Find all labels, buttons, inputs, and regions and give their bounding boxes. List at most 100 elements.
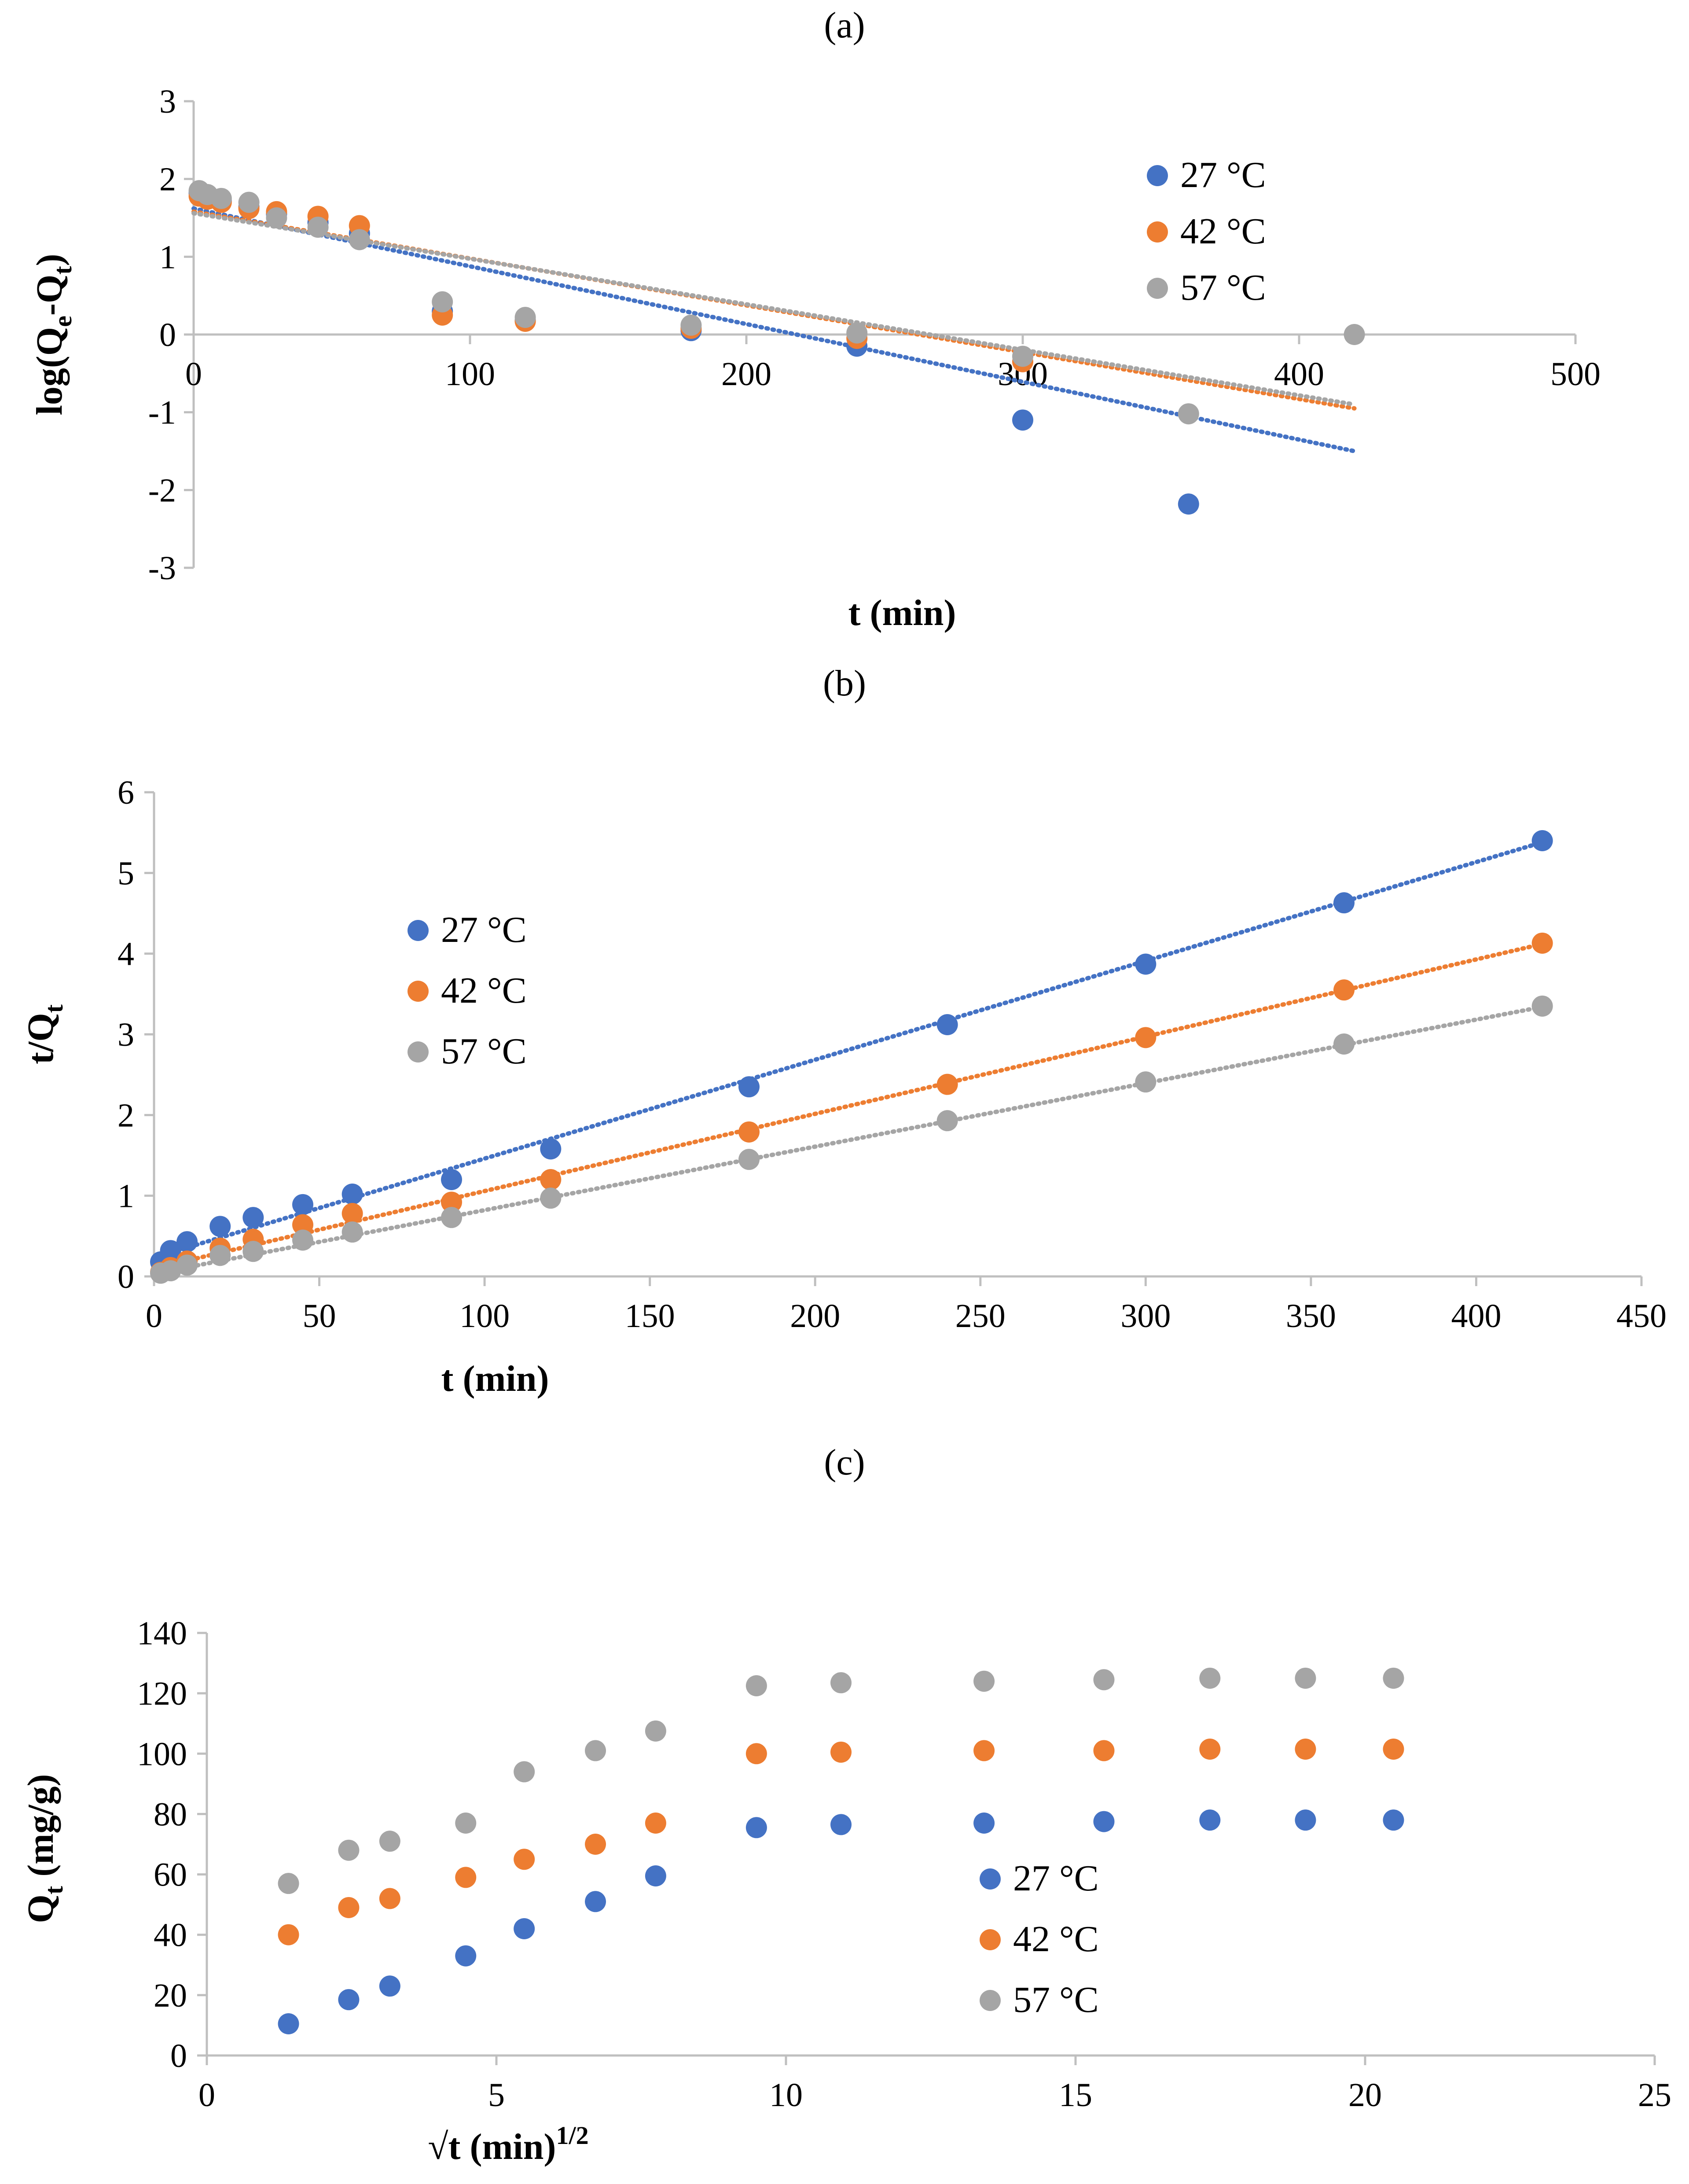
data-point: [278, 1873, 299, 1894]
trendline: [191, 206, 1357, 453]
data-point: [307, 217, 329, 238]
y-tick-label: 5: [117, 855, 134, 892]
y-tick-label: 2: [117, 1097, 134, 1134]
data-point: [585, 1834, 606, 1855]
x-tick-label: 150: [625, 1298, 675, 1335]
data-point: [1093, 1740, 1115, 1761]
data-point: [1295, 1667, 1316, 1689]
data-point: [341, 1184, 363, 1205]
x-tick-label: 100: [459, 1298, 510, 1335]
x-tick-label: 10: [769, 2077, 803, 2114]
data-point: [455, 1867, 477, 1888]
data-point: [846, 322, 868, 344]
x-tick-label: 200: [790, 1298, 840, 1335]
data-point: [1199, 1667, 1221, 1689]
data-point: [973, 1740, 995, 1761]
x-axis-title: √t (min)1/2: [428, 2121, 588, 2167]
x-tick-label: 5: [488, 2077, 505, 2114]
data-point: [441, 1191, 462, 1213]
x-tick-label: 400: [1274, 356, 1324, 393]
data-point: [379, 1888, 400, 1909]
legend-marker: [980, 1868, 1001, 1890]
x-tick-label: 25: [1638, 2077, 1671, 2114]
x-tick-label: 100: [445, 356, 495, 393]
x-tick-label: 400: [1451, 1298, 1501, 1335]
data-point: [349, 229, 370, 250]
y-tick-label: 0: [159, 316, 176, 353]
series-c-1: [278, 1739, 1404, 1945]
data-point: [1531, 995, 1553, 1017]
legend-label: 27 °C: [1013, 1858, 1099, 1899]
trendline: [191, 211, 1357, 407]
y-tick-label: 120: [137, 1675, 187, 1712]
data-point: [160, 1240, 181, 1261]
trendline: [158, 840, 1545, 1258]
data-point: [738, 1121, 760, 1143]
data-point: [1135, 953, 1157, 975]
data-point: [540, 1138, 562, 1160]
trendline: [158, 941, 1545, 1269]
data-point: [338, 1897, 360, 1918]
data-point: [1178, 403, 1199, 425]
data-point: [738, 1149, 760, 1170]
y-tick-label: -1: [148, 394, 176, 431]
legend-label: 27 °C: [1180, 154, 1266, 195]
y-tick-label: 6: [117, 774, 134, 811]
legend-marker: [980, 1929, 1001, 1950]
data-point: [1333, 979, 1355, 1001]
y-tick-label: 100: [137, 1735, 187, 1772]
x-axis-title: t (min): [441, 1358, 549, 1399]
y-tick-label: 2: [159, 161, 176, 198]
panel-label-a: (a): [824, 5, 865, 46]
data-point: [645, 1720, 666, 1742]
y-tick-label: -3: [148, 550, 176, 587]
data-point: [1344, 324, 1365, 345]
data-point: [341, 1203, 363, 1224]
y-tick-label: 140: [137, 1615, 187, 1652]
data-point: [936, 1110, 958, 1132]
legend-label: 42 °C: [1180, 211, 1266, 252]
data-point: [936, 1074, 958, 1095]
legend-label: 27 °C: [441, 909, 527, 950]
data-point: [1531, 830, 1553, 851]
data-point: [738, 1076, 760, 1098]
data-point: [514, 1761, 535, 1783]
data-point: [242, 1207, 264, 1228]
data-point: [266, 207, 287, 228]
legend-marker: [1147, 278, 1168, 299]
data-point: [455, 1945, 477, 1967]
legend-marker: [1147, 165, 1168, 186]
data-point: [292, 1214, 313, 1235]
data-point: [238, 191, 260, 213]
data-point: [292, 1229, 313, 1251]
data-point: [432, 291, 453, 313]
data-point: [242, 1241, 264, 1262]
panel-label-b: (b): [823, 663, 866, 704]
data-point: [645, 1865, 666, 1886]
x-tick-label: 450: [1616, 1298, 1667, 1335]
data-point: [1295, 1739, 1316, 1760]
data-point: [209, 1245, 231, 1266]
y-tick-label: 60: [154, 1857, 187, 1894]
x-tick-label: 300: [1120, 1298, 1171, 1335]
x-tick-label: 15: [1059, 2077, 1092, 2114]
data-point: [645, 1813, 666, 1834]
data-point: [441, 1207, 462, 1228]
data-point: [1135, 1027, 1157, 1048]
data-point: [210, 188, 232, 209]
data-point: [1199, 1739, 1221, 1760]
series-c-2: [278, 1667, 1404, 1894]
data-point: [585, 1891, 606, 1912]
legend-marker: [980, 1990, 1001, 2011]
chart-c: (c) 0 20 40 60 80 100 120 140 0 5 10 15 20 25 √t (min)1…: [20, 1442, 1671, 2167]
y-tick-label: 3: [117, 1016, 134, 1053]
x-axis-title: t (min): [848, 592, 956, 633]
series-b-0: [150, 830, 1553, 1272]
x-tick-label: 200: [721, 356, 771, 393]
data-point: [176, 1254, 198, 1276]
data-point: [441, 1169, 462, 1190]
x-tick-label: 500: [1550, 356, 1601, 393]
legend-label: 42 °C: [1013, 1919, 1099, 1960]
y-tick-label: 1: [159, 239, 176, 276]
